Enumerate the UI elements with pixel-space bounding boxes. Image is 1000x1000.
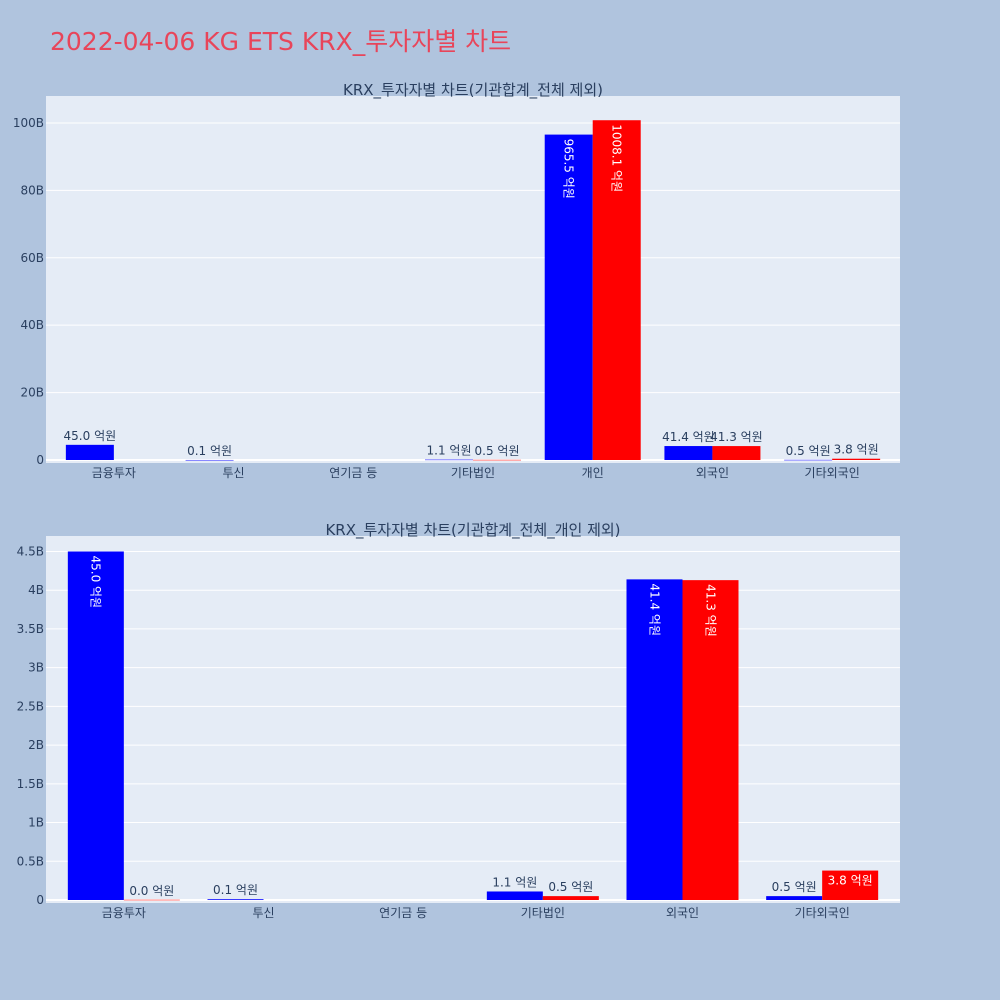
x-tick-label: 연기금 등 bbox=[329, 466, 377, 480]
data-label: 45.0 억원 bbox=[89, 555, 103, 608]
data-label: 0.5 억원 bbox=[475, 444, 520, 458]
bar bbox=[207, 899, 264, 900]
y-tick-label: 0 bbox=[36, 453, 44, 467]
data-label: 1.1 억원 bbox=[492, 875, 537, 889]
x-tick-label: 투신 bbox=[223, 466, 245, 480]
chart-title: KRX_투자자별 차트(기관합계_전체 제외) bbox=[343, 81, 603, 100]
data-label: 3.8 억원 bbox=[828, 874, 873, 888]
y-tick-label: 0 bbox=[36, 893, 44, 907]
page-title: 2022-04-06 KG ETS KRX_투자자별 차트 bbox=[50, 27, 512, 56]
data-label: 45.0 억원 bbox=[64, 429, 117, 443]
data-label: 0.0 억원 bbox=[129, 884, 174, 898]
data-label: 965.5 억원 bbox=[562, 139, 576, 199]
x-tick-label: 기타법인 bbox=[451, 466, 495, 480]
y-tick-label: 80B bbox=[20, 183, 44, 197]
y-tick-label: 2.5B bbox=[17, 699, 44, 713]
bar bbox=[123, 899, 180, 901]
bar bbox=[185, 459, 234, 461]
bar bbox=[784, 459, 833, 461]
x-tick-label: 외국인 bbox=[666, 906, 699, 920]
y-tick-label: 60B bbox=[20, 251, 44, 265]
x-tick-label: 금융투자 bbox=[102, 906, 146, 920]
y-tick-label: 0.5B bbox=[17, 854, 44, 868]
y-tick-label: 1B bbox=[28, 816, 44, 830]
bar bbox=[664, 446, 713, 460]
data-label: 0.5 억원 bbox=[548, 880, 593, 894]
data-label: 3.8 억원 bbox=[834, 443, 879, 457]
y-tick-label: 40B bbox=[20, 318, 44, 332]
x-tick-label: 금융투자 bbox=[92, 466, 136, 480]
x-tick-label: 개인 bbox=[582, 466, 604, 480]
data-label: 41.4 억원 bbox=[647, 583, 661, 636]
data-label: 0.1 억원 bbox=[213, 883, 258, 897]
bar bbox=[626, 579, 683, 900]
data-label: 0.1 억원 bbox=[187, 444, 232, 458]
x-tick-label: 연기금 등 bbox=[379, 906, 427, 920]
data-label: 1.1 억원 bbox=[427, 444, 472, 458]
bar bbox=[65, 444, 114, 460]
bar bbox=[766, 896, 823, 900]
data-label: 41.4 억원 bbox=[662, 430, 715, 444]
y-tick-label: 1.5B bbox=[17, 777, 44, 791]
x-tick-label: 기타법인 bbox=[521, 906, 565, 920]
x-tick-label: 투신 bbox=[252, 906, 274, 920]
bar bbox=[712, 446, 761, 460]
y-tick-label: 20B bbox=[20, 386, 44, 400]
bar bbox=[822, 870, 879, 900]
x-tick-label: 기타외국인 bbox=[805, 466, 860, 480]
y-tick-label: 2B bbox=[28, 738, 44, 752]
bar bbox=[682, 580, 739, 900]
data-label: 0.5 억원 bbox=[772, 880, 817, 894]
bar bbox=[67, 551, 124, 900]
bar bbox=[832, 458, 881, 460]
y-tick-label: 100B bbox=[13, 116, 44, 130]
x-tick-label: 기타외국인 bbox=[795, 906, 850, 920]
data-label: 41.3 억원 bbox=[710, 430, 763, 444]
y-tick-label: 3.5B bbox=[17, 622, 44, 636]
chart-title: KRX_투자자별 차트(기관합계_전체_개인 제외) bbox=[325, 521, 620, 540]
plot-area bbox=[46, 96, 900, 463]
y-tick-label: 4B bbox=[28, 583, 44, 597]
bar bbox=[425, 459, 473, 461]
bar bbox=[542, 896, 599, 900]
bar bbox=[544, 134, 593, 460]
y-tick-label: 3B bbox=[28, 661, 44, 675]
bar bbox=[592, 120, 641, 460]
bar bbox=[486, 891, 543, 900]
chart-1: 0 20B 40B 60B 80B 100B KRX_투자자별 차트(기관합계_전체 제외)… bbox=[13, 81, 900, 480]
chart-2: 0 0.5B 1B 1.5B 2B 2.5B 3B 3.5B 4B 4.5B KRX_투자자별 차트… bbox=[17, 521, 900, 920]
x-tick-label: 외국인 bbox=[696, 466, 729, 480]
data-label: 0.5 억원 bbox=[786, 444, 831, 458]
y-tick-label: 4.5B bbox=[17, 544, 44, 558]
data-label: 41.3 억원 bbox=[703, 584, 717, 637]
data-label: 1008.1 억원 bbox=[610, 124, 624, 192]
bar bbox=[473, 459, 521, 461]
plot-area bbox=[46, 536, 900, 903]
